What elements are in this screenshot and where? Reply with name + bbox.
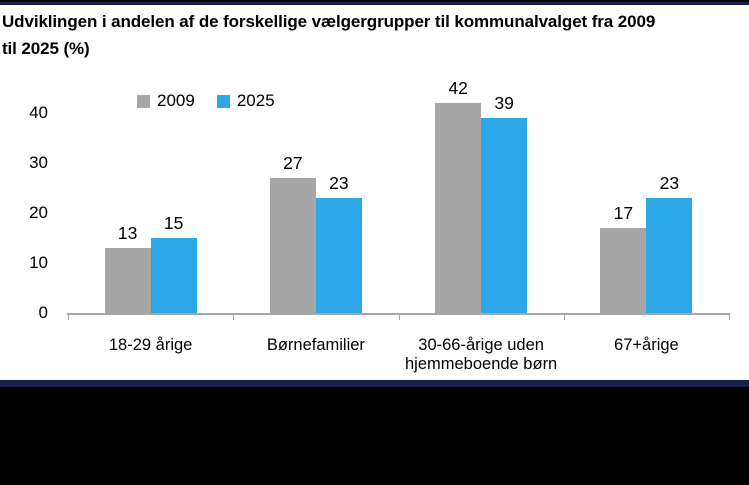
legend-label-2009: 2009 bbox=[157, 91, 195, 110]
bar-value-label: 23 bbox=[329, 173, 349, 193]
category-label: 18-29 årige bbox=[108, 336, 193, 354]
bar-2025 bbox=[481, 118, 528, 313]
chart-title-line-2: til 2025 (%) bbox=[2, 39, 90, 58]
chart-title-line-1: Udviklingen i andelen af de forskellige … bbox=[2, 12, 656, 31]
bottom-navy-stripe bbox=[0, 380, 749, 387]
x-axis-tick bbox=[68, 313, 69, 320]
bar-2009 bbox=[600, 228, 647, 313]
bottom-black-band bbox=[0, 387, 749, 485]
y-tick-label: 40 bbox=[29, 103, 48, 122]
bar-2025 bbox=[315, 198, 362, 313]
y-tick-label: 0 bbox=[38, 303, 48, 322]
bar-2025 bbox=[150, 238, 197, 313]
top-border-black bbox=[0, 0, 749, 2]
x-axis-tick bbox=[563, 313, 565, 320]
bar-2009 bbox=[435, 103, 482, 313]
bar-2009 bbox=[269, 178, 316, 313]
y-tick-label: 30 bbox=[29, 153, 48, 172]
chart-legend: 2009 2025 bbox=[137, 91, 275, 111]
plot-area: 0 10 20 30 40 13 15 18-29 årige 27 23 Børnefamilie… bbox=[0, 5, 749, 380]
category-label: 67+årige bbox=[614, 336, 679, 354]
category-label: Børnefamilier bbox=[266, 336, 365, 354]
bar-chart: 2009 2025 0 10 20 30 40 13 15 18-29 årige 27 23 Bø… bbox=[0, 5, 749, 380]
y-tick-label: 20 bbox=[29, 203, 48, 222]
bar-2009 bbox=[104, 248, 151, 313]
x-axis-tick bbox=[398, 313, 400, 320]
bar-2025 bbox=[646, 198, 693, 313]
x-axis-tick bbox=[729, 313, 730, 320]
bar-value-label: 17 bbox=[613, 203, 634, 223]
x-axis-tick bbox=[233, 313, 235, 320]
legend-item-2009: 2009 bbox=[137, 91, 195, 111]
chart-title: Udviklingen i andelen af de forskellige … bbox=[2, 8, 747, 62]
y-tick-label: 10 bbox=[29, 253, 48, 272]
legend-item-2025: 2025 bbox=[216, 91, 275, 111]
bar-value-label: 39 bbox=[494, 93, 514, 113]
top-border-navy bbox=[0, 2, 749, 5]
legend-swatch-2025 bbox=[216, 94, 230, 108]
bar-value-label: 15 bbox=[163, 213, 184, 233]
category-label: 30-66-årige uden hjemmeboende børn bbox=[404, 336, 558, 373]
bar-value-label: 27 bbox=[283, 153, 303, 173]
bar-value-label: 13 bbox=[117, 223, 138, 243]
legend-label-2025: 2025 bbox=[236, 91, 275, 110]
bar-value-label: 42 bbox=[448, 78, 468, 98]
legend-swatch-2009 bbox=[137, 94, 150, 108]
bar-value-label: 23 bbox=[659, 173, 680, 193]
